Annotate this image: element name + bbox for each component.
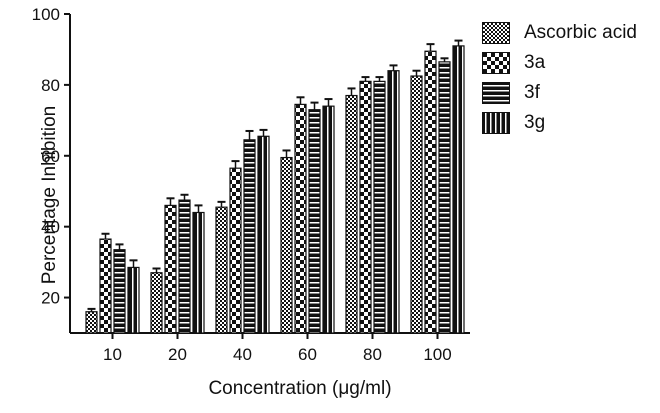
x-tick-label: 60 [298, 345, 317, 364]
y-ticks: 20 40 60 80 100 [32, 5, 70, 308]
legend-label: 3f [524, 82, 540, 103]
x-tick-label: 40 [233, 345, 252, 364]
bar-ascorbic-acid-40 [215, 206, 228, 334]
y-tick-label: 60 [41, 147, 60, 166]
x-tick-label: 10 [103, 345, 122, 364]
y-tick-label: 80 [41, 76, 60, 95]
legend-item: 3f [482, 78, 637, 108]
bar-3f-20 [178, 199, 191, 334]
y-axis-label: Percentage Inhibition [39, 105, 60, 285]
bar-3g-100 [452, 45, 465, 334]
x-ticks: 10 20 40 60 80 100 [103, 333, 452, 364]
bar-3g-60 [322, 105, 335, 334]
bar-3f-100 [438, 61, 451, 334]
bar-3f-60 [308, 109, 321, 334]
legend-item: 3g [482, 108, 637, 138]
legend-swatch [482, 22, 510, 44]
legend-item: Ascorbic acid [482, 18, 637, 48]
legend-label: Ascorbic acid [524, 22, 637, 43]
bar-3a-40 [229, 167, 242, 334]
y-tick-label: 20 [41, 289, 60, 308]
x-tick-label: 20 [168, 345, 187, 364]
legend-label: 3a [524, 52, 546, 73]
bars [85, 45, 465, 334]
bar-ascorbic-acid-100 [410, 75, 423, 334]
legend: Ascorbic acid 3a 3f 3g [482, 18, 637, 138]
legend-swatch [482, 112, 510, 134]
bar-3g-80 [387, 70, 400, 334]
x-tick-label: 100 [423, 345, 451, 364]
x-axis-label: Concentration (μg/ml) [208, 378, 392, 399]
bar-3f-80 [373, 80, 386, 334]
legend-swatch [482, 52, 510, 74]
bar-3f-10 [113, 249, 126, 334]
bar-3a-100 [424, 50, 437, 334]
bar-3f-40 [243, 139, 256, 334]
bar-3g-10 [127, 266, 140, 334]
y-tick-label: 100 [32, 5, 60, 24]
y-tick-label: 40 [41, 218, 60, 237]
bar-3g-20 [192, 211, 205, 334]
legend-swatch [482, 82, 510, 104]
bar-3a-60 [294, 103, 307, 334]
bar-3a-20 [164, 204, 177, 334]
bar-3a-80 [359, 80, 372, 334]
bar-ascorbic-acid-60 [280, 156, 293, 334]
bar-3g-40 [257, 135, 270, 334]
legend-label: 3g [524, 112, 546, 133]
bar-ascorbic-acid-80 [345, 94, 358, 334]
error-bars [87, 39, 463, 312]
legend-item: 3a [482, 48, 637, 78]
bar-3a-10 [99, 238, 112, 334]
x-tick-label: 80 [363, 345, 382, 364]
bar-ascorbic-acid-10 [85, 311, 98, 334]
bar-ascorbic-acid-20 [150, 272, 163, 334]
